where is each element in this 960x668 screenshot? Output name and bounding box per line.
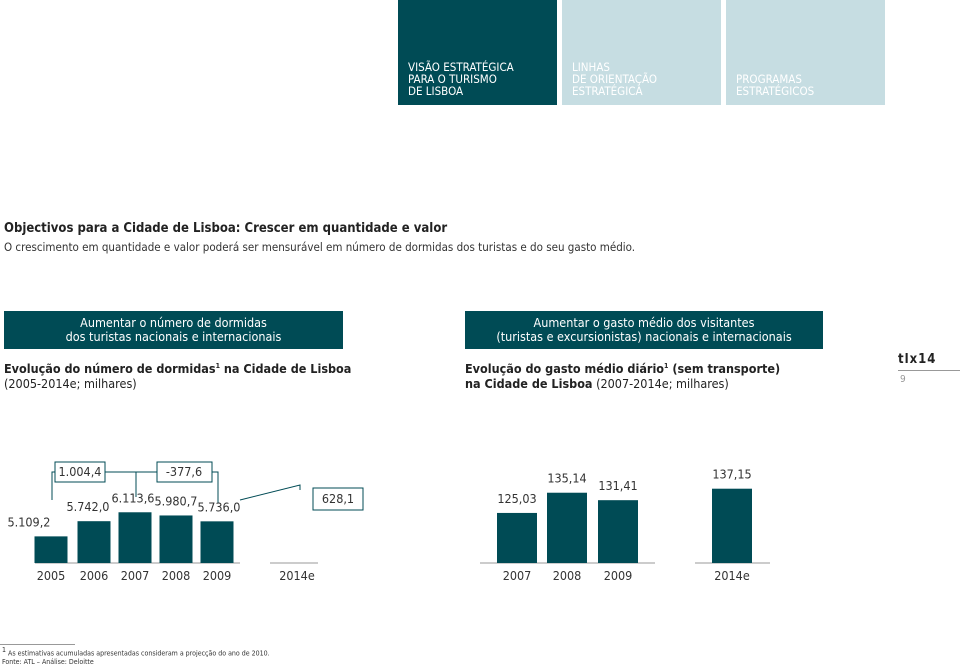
title-part: na Cidade de Lisboa [465, 376, 593, 392]
x-tick-label: 2006 [80, 568, 109, 583]
bracket [135, 471, 219, 503]
title-part: (sem transporte) [668, 361, 781, 377]
annotation: 628,1 [322, 491, 354, 506]
logo-rule [898, 370, 960, 371]
annotation: -377,6 [166, 464, 202, 479]
footnote-marker: 1 [215, 362, 220, 370]
x-tick-label: 2009 [203, 568, 232, 583]
bar [77, 521, 111, 563]
annotation: 1.004,4 [59, 464, 102, 479]
tab-line: PROGRAMAS [736, 72, 802, 86]
chart-subtitle: (2007-2014e; milhares) [596, 376, 729, 392]
bar [547, 492, 587, 563]
goal-line: Aumentar o número de dormidas [80, 315, 267, 330]
footnote-marker: 1 [2, 646, 7, 654]
chart-title: Evolução do número de dormidas1 na Cidad… [4, 359, 351, 391]
annotation-box [156, 461, 213, 483]
footnote-text: As estimativas acumuladas apresentadas c… [8, 649, 270, 658]
tab[interactable]: LINHAS DE ORIENTAÇÃO ESTRATÉGICA [562, 0, 721, 105]
intro: O crescimento em quantidade e valor pode… [4, 240, 636, 254]
title-part: Evolução do gasto médio diário [465, 361, 665, 377]
bar [598, 500, 638, 563]
footnote-rule [0, 644, 75, 645]
x-tick-label: 2007 [121, 568, 150, 583]
goal-line: (turistas e excursionistas) nacionais e … [496, 329, 792, 344]
chart-subtitle: (2005-2014e; milhares) [4, 376, 137, 392]
tab-line: ESTRATÉGICA [572, 84, 643, 98]
chart-title: Evolução do gasto médio diário1 (sem tra… [465, 359, 780, 391]
tab-line: DE LISBOA [408, 84, 464, 98]
goal-box: Aumentar o gasto médio dos visitantes (t… [465, 311, 823, 349]
x-tick-label: 2008 [553, 568, 582, 583]
bar [712, 488, 752, 563]
bar [118, 512, 152, 563]
value-label: 5.109,2 [8, 514, 51, 529]
tab[interactable]: PROGRAMAS ESTRATÉGICOS [726, 0, 885, 105]
heading: Objectivos para a Cidade de Lisboa: Cres… [4, 221, 448, 236]
value-label: 125,03 [497, 491, 536, 506]
value-label: 137,15 [712, 467, 751, 482]
x-tick-label: 2005 [37, 568, 66, 583]
value-label: 135,14 [547, 471, 586, 486]
goal-box: Aumentar o número de dormidas dos turist… [4, 311, 343, 349]
footnote: 1 As estimativas acumuladas apresentadas… [2, 646, 270, 657]
value-label: 5.736,0 [198, 499, 241, 514]
goal-line: Aumentar o gasto médio dos visitantes [533, 315, 755, 330]
tab[interactable]: VISÃO ESTRATÉGICA PARA O TURISMO DE LISB… [398, 0, 557, 105]
footnote-marker: 1 [664, 362, 669, 370]
value-label: 6.113,6 [112, 490, 155, 505]
logo: tlx14 [898, 352, 937, 367]
annotation-box [54, 461, 106, 483]
x-tick-label: 2014e [714, 568, 750, 583]
annotation-box [312, 487, 364, 511]
goal-line: dos turistas nacionais e internacionais [65, 329, 282, 344]
tab-line: LINHAS [572, 60, 610, 74]
tab-line: PARA O TURISMO [408, 72, 497, 86]
source: Fonte: ATL – Análise: Deloitte [2, 658, 94, 666]
tab-line: DE ORIENTAÇÃO [572, 72, 657, 86]
x-tick-label: 2007 [503, 568, 532, 583]
x-tick-label: 2009 [604, 568, 633, 583]
tab-line: VISÃO ESTRATÉGICA [408, 60, 514, 74]
value-label: 5.742,0 [67, 499, 110, 514]
title-part: Evolução do número de dormidas [4, 361, 216, 377]
x-tick-label: 2008 [162, 568, 191, 583]
bar [497, 512, 537, 563]
bar [34, 536, 68, 563]
tab-line: ESTRATÉGICOS [736, 84, 815, 98]
x-tick-label: 2014e [279, 568, 315, 583]
page-number: 9 [900, 374, 906, 385]
bracket [239, 484, 301, 501]
bar [159, 515, 193, 563]
bar [200, 521, 234, 563]
title-part: na Cidade de Lisboa [219, 361, 352, 377]
value-label: 5.980,7 [155, 493, 198, 508]
value-label: 131,41 [598, 478, 637, 493]
